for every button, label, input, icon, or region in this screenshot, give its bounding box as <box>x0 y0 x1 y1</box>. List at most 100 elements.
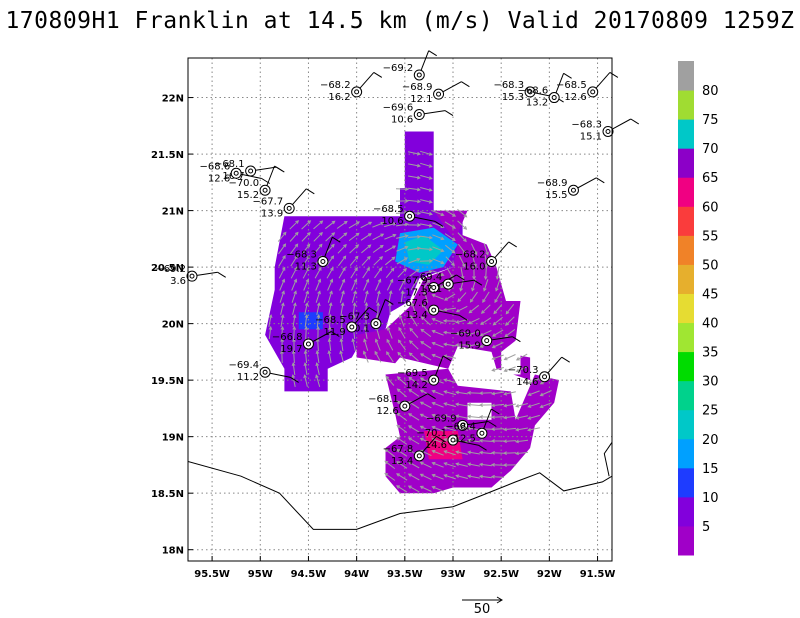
wind-vector-head <box>473 251 478 256</box>
wind-vector <box>328 303 332 315</box>
wind-vector <box>432 270 444 276</box>
dropsonde-temp: −67.8 <box>383 444 414 455</box>
dropsonde[interactable]: −68.216.0 <box>455 241 517 273</box>
wind-vector <box>457 292 467 302</box>
dropsonde[interactable]: −69.411.2 <box>228 360 299 383</box>
wind-vector <box>361 256 371 266</box>
dropsonde[interactable]: −68.511.9 <box>315 307 378 339</box>
colorbar-segment <box>678 322 694 353</box>
dropsonde-marker-outer <box>413 450 425 462</box>
dropsonde-wind: 13.4 <box>405 310 427 321</box>
wind-vector-head <box>431 473 436 478</box>
wind-vector <box>515 439 529 443</box>
wind-vector-head <box>515 357 520 361</box>
dropsonde[interactable]: −68.612.6 <box>200 161 270 184</box>
wind-vector <box>432 426 444 432</box>
wind-vector <box>350 267 358 279</box>
wind-vector <box>340 351 344 363</box>
dropsonde-wind: 13.9 <box>261 208 283 219</box>
dropsonde[interactable]: −69.610.6 <box>383 103 454 126</box>
wind-vector <box>411 303 417 315</box>
wind-vector <box>432 462 444 468</box>
wind-vector-head <box>351 338 356 343</box>
wind-vector <box>504 415 516 419</box>
wind-vector-head <box>527 380 532 385</box>
dropsonde[interactable]: −70.015.2 <box>228 165 283 201</box>
wind-barb-flag <box>428 50 437 57</box>
dropsonde[interactable]: −68.613.2 <box>518 72 572 109</box>
wind-vector <box>444 355 456 359</box>
dropsonde[interactable]: −68.412.5 <box>445 408 500 444</box>
wind-vector <box>397 388 407 398</box>
dropsonde[interactable]: −68.311.3 <box>286 236 341 273</box>
wind-vector <box>444 293 456 301</box>
wind-vector <box>364 291 368 303</box>
wind-vector-head <box>315 350 320 355</box>
wind-vector-head <box>478 415 483 419</box>
dropsonde-marker-inner <box>605 128 611 134</box>
dropsonde-temp: −68.9 <box>402 82 433 93</box>
wind-barb-flag <box>444 110 454 117</box>
wind-vector-head <box>463 226 468 230</box>
dropsonde-temp: −70.3 <box>508 365 539 376</box>
wind-vector <box>328 338 332 352</box>
wind-vector <box>396 437 408 445</box>
wind-vector-head <box>440 284 445 289</box>
wind-vector-head <box>462 250 467 255</box>
dropsonde[interactable]: −67.917.3 <box>397 274 465 299</box>
wind-vector-head <box>408 352 413 357</box>
dropsonde-wind: 12.6 <box>208 173 230 184</box>
dropsonde[interactable]: −66.819.7 <box>272 331 340 356</box>
wind-vector <box>456 391 468 395</box>
dropsonde[interactable]: −70.114.6 <box>416 428 487 451</box>
wind-vector-head <box>330 255 335 260</box>
wind-barb-flag <box>434 220 444 227</box>
wind-vector <box>316 303 320 315</box>
wind-vector-head <box>461 263 466 268</box>
wind-vector <box>432 318 444 324</box>
wind-vector-head <box>408 340 413 344</box>
wind-vector-head <box>415 268 420 273</box>
wind-vector <box>420 425 432 433</box>
dropsonde[interactable]: −68.510.6 <box>373 204 444 227</box>
dropsonde-marker-outer <box>230 167 242 179</box>
wind-vector <box>420 437 432 445</box>
dropsonde[interactable]: −69.2 <box>383 50 437 81</box>
wind-vector-head <box>362 350 367 355</box>
wind-vector-head <box>268 314 273 319</box>
dropsonde[interactable]: −67.713.9 <box>253 188 315 220</box>
dropsonde[interactable]: −67.813.4 <box>383 435 445 467</box>
dropsonde[interactable]: −68.216.2 <box>320 71 383 103</box>
wind-barb-flag <box>461 81 470 88</box>
dropsonde[interactable]: −68.915.5 <box>537 177 605 201</box>
wind-vector <box>493 316 503 326</box>
colorbar-segment <box>678 496 694 527</box>
wind-vector-head <box>327 337 332 342</box>
wind-vector <box>470 243 478 255</box>
wind-vector-head <box>386 351 390 356</box>
wind-vector-head <box>374 350 378 355</box>
dropsonde-marker-inner <box>431 307 437 313</box>
dropsonde[interactable]: −67.613.4 <box>397 298 468 321</box>
wind-vector <box>292 375 296 387</box>
wind-vector <box>351 279 357 291</box>
dropsonde[interactable]: −69.514.2 <box>397 355 452 391</box>
wind-vector <box>516 366 528 372</box>
dropsonde[interactable]: −68.112.6 <box>368 393 436 417</box>
dropsonde[interactable]: −68.512.6 <box>556 71 619 103</box>
dropsonde[interactable]: −69.23.6 <box>155 264 226 287</box>
dropsonde[interactable]: −69.9 <box>426 413 497 431</box>
wind-vector-head <box>419 461 424 466</box>
wind-vector <box>337 244 347 254</box>
dropsonde[interactable]: −67.320.1 <box>339 298 394 335</box>
wind-vector <box>468 304 480 314</box>
wind-vector-head <box>303 349 308 354</box>
wind-vector-head <box>317 290 321 295</box>
dropsonde[interactable]: −68.315.1 <box>571 118 640 143</box>
dropsonde-marker-outer <box>245 165 257 177</box>
dropsonde[interactable]: −69.417.1 <box>412 272 483 295</box>
dropsonde[interactable]: −69.015.9 <box>450 329 521 352</box>
dropsonde[interactable]: −68.912.1 <box>402 81 470 106</box>
colorbar-segment <box>678 206 694 236</box>
dropsonde[interactable]: −70.314.6 <box>508 356 570 388</box>
